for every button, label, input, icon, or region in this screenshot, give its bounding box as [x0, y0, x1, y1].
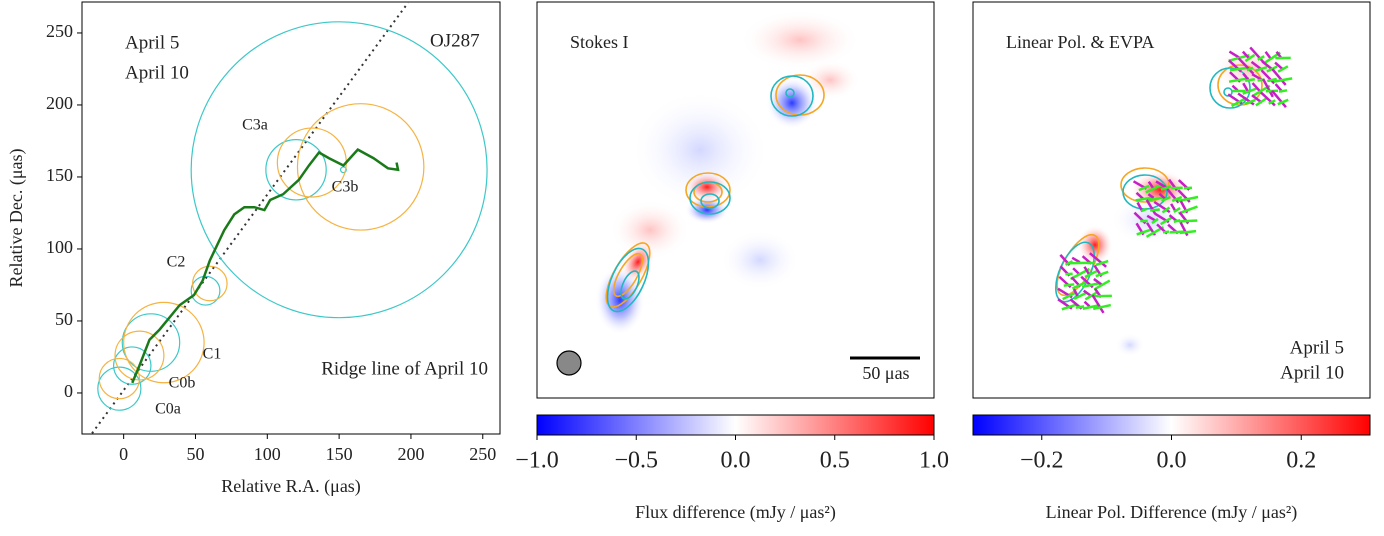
colorbar — [537, 415, 934, 435]
y-tick-label: 0 — [64, 381, 73, 401]
colorbar-tick-label: 1.0 — [919, 448, 949, 474]
evpa-tick — [1245, 79, 1255, 81]
x-tick-label: 150 — [326, 444, 353, 464]
y-tick-label: 200 — [46, 93, 73, 113]
evpa-tick — [1072, 258, 1080, 262]
colorbar-tick-label: −0.5 — [614, 448, 658, 474]
y-tick-label: 250 — [46, 21, 73, 41]
annotation: OJ287 — [430, 30, 480, 51]
evpa-tick — [1179, 221, 1198, 222]
component-circle — [98, 367, 141, 410]
panel-title: Stokes I — [570, 32, 629, 52]
legend-label: April 5 — [1290, 337, 1344, 358]
colorbar-tick-label: 0.5 — [820, 448, 850, 474]
legend-label: April 10 — [125, 62, 189, 83]
evpa-tick — [1279, 90, 1287, 91]
colorbar-tick-label: −1.0 — [515, 448, 559, 474]
colorbar-tick-label: 0.2 — [1286, 448, 1316, 474]
evpa-tick — [1085, 302, 1090, 307]
component-circle — [266, 140, 326, 200]
colorbar-label: Linear Pol. Difference (mJy / μas²) — [1046, 502, 1298, 523]
stokes-image — [557, 10, 920, 375]
evpa-tick — [1073, 268, 1079, 274]
x-tick-label: 0 — [119, 444, 128, 464]
x-tick-label: 100 — [254, 444, 281, 464]
ridge-label: Ridge line of April 10 — [321, 358, 488, 379]
evpa-tick — [1093, 295, 1104, 313]
colorbar-tick-label: −0.2 — [1020, 448, 1064, 474]
legend-label: April 10 — [1280, 362, 1344, 383]
x-tick-label: 250 — [469, 444, 496, 464]
component-label: C3a — [242, 117, 268, 134]
component-circle — [124, 302, 204, 382]
component-circle — [115, 331, 164, 380]
x-tick-label: 200 — [397, 444, 424, 464]
evpa-tick — [1150, 210, 1160, 211]
component-label: C0b — [169, 375, 196, 392]
component-label: C1 — [203, 346, 222, 363]
y-tick-label: 100 — [46, 237, 73, 257]
colorbar-tick-label: 0.0 — [721, 448, 751, 474]
scale-bar-label: 50 μas — [862, 363, 909, 383]
component-label: C3b — [332, 179, 359, 196]
component-circle — [193, 266, 227, 300]
panel-title: Linear Pol. & EVPA — [1006, 32, 1154, 52]
colorbar-label: Flux difference (mJy / μas²) — [635, 502, 836, 523]
evpa-tick — [1064, 284, 1074, 285]
component-label: C2 — [167, 254, 186, 271]
component-circle — [191, 22, 487, 318]
y-tick-label: 50 — [55, 309, 73, 329]
y-axis-label: Relative Dec. (μas) — [6, 148, 27, 287]
legend-label: April 5 — [125, 32, 179, 53]
evpa-tick — [1065, 274, 1072, 275]
evpa-tick — [1074, 289, 1078, 297]
colorbar — [973, 415, 1370, 435]
component-circle — [297, 104, 423, 230]
colorbar-tick-label: 0.0 — [1157, 448, 1187, 474]
component-label: C0a — [155, 401, 181, 418]
x-axis-label: Relative R.A. (μas) — [221, 476, 361, 497]
evpa-tick — [1076, 306, 1084, 307]
x-tick-label: 50 — [186, 444, 204, 464]
y-tick-label: 150 — [46, 165, 73, 185]
evpa-tick — [1180, 231, 1196, 233]
polarization-image — [1048, 45, 1292, 357]
evpa-tick — [1163, 232, 1169, 233]
